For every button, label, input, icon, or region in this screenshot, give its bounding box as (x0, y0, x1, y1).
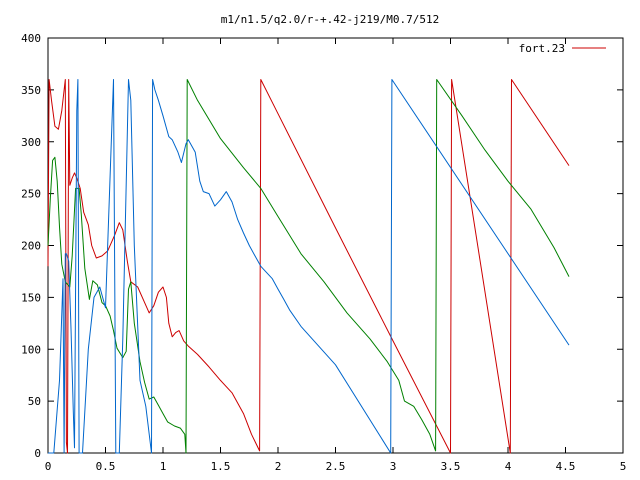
y-tick-label: 150 (21, 291, 41, 304)
y-tick-label: 300 (21, 136, 41, 149)
y-tick-label: 0 (34, 447, 41, 460)
series-line-1 (47, 79, 570, 454)
x-tick-label: 1.5 (211, 460, 231, 473)
x-tick-label: 0.5 (96, 460, 116, 473)
series-layer (47, 79, 570, 454)
x-tick-label: 5 (620, 460, 627, 473)
y-tick-label: 400 (21, 32, 41, 45)
y-tick-label: 200 (21, 240, 41, 253)
y-tick-label: 100 (21, 343, 41, 356)
x-tick-label: 1 (160, 460, 167, 473)
x-tick-label: 4 (505, 460, 512, 473)
legend: fort.23 (519, 42, 606, 55)
y-tick-label: 50 (28, 395, 41, 408)
x-tick-label: 3.5 (441, 460, 461, 473)
y-axis: 0 50 100 150 200 250 300 350 400 (21, 32, 623, 460)
x-tick-label: 0 (45, 460, 52, 473)
series-line-3 (48, 79, 570, 454)
y-tick-label: 250 (21, 188, 41, 201)
chart-title: m1/n1.5/q2.0/r-+.42-j219/M0.7/512 (221, 13, 440, 26)
series-line-2 (47, 79, 570, 454)
x-tick-label: 4.5 (556, 460, 576, 473)
y-tick-label: 350 (21, 84, 41, 97)
legend-label: fort.23 (519, 42, 565, 55)
x-tick-label: 3 (390, 460, 397, 473)
x-tick-label: 2 (275, 460, 282, 473)
x-tick-label: 2.5 (326, 460, 346, 473)
x-axis: 0 0.5 1 1.5 2 2.5 3 3.5 4 4.5 5 (45, 38, 627, 473)
